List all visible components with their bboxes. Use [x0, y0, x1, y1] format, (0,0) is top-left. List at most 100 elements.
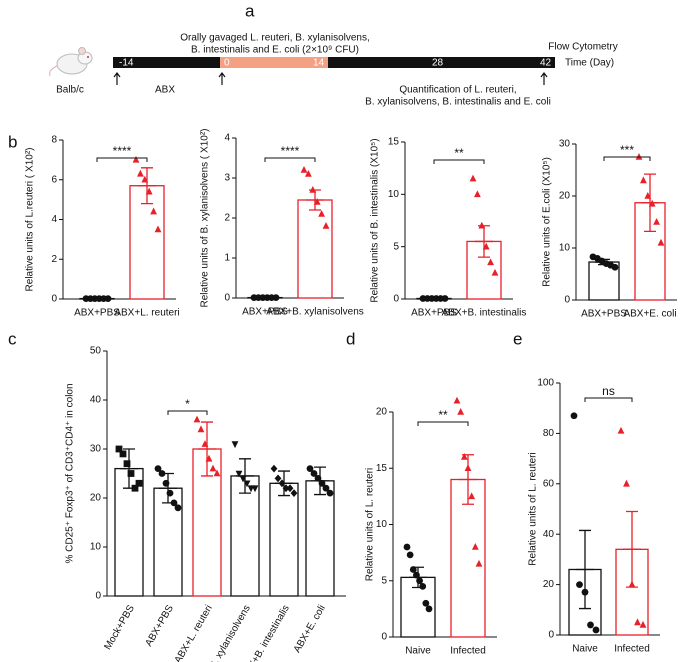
y-tick-label: 4 [51, 214, 57, 225]
time-axis-label: Time (Day) [565, 58, 614, 69]
y-tick-label: 30 [559, 139, 571, 150]
x-tick-label: ABX+PBS [411, 308, 457, 319]
y-tick-label: 4 [224, 133, 230, 144]
data-point [119, 450, 127, 458]
data-point [310, 470, 318, 477]
x-tick-label: ABX+L. reuteri [173, 603, 215, 662]
y-tick-label: 40 [90, 395, 102, 406]
data-point [305, 170, 312, 177]
data-point [115, 445, 123, 453]
x-tick-label: Naive [572, 644, 598, 655]
significance-bracket [167, 410, 208, 415]
y-tick-label: 6 [51, 174, 57, 185]
data-point [318, 210, 325, 217]
data-point [209, 464, 217, 472]
y-axis-label: Relative units of L.reuteri ( X10²) [25, 148, 36, 292]
y-tick-label: 20 [543, 579, 555, 590]
data-point [290, 489, 298, 497]
y-tick-label: 0 [224, 293, 230, 304]
y-tick-label: 8 [51, 135, 57, 146]
y-tick-label: 15 [376, 463, 388, 474]
data-point [441, 295, 449, 302]
data-point [300, 166, 308, 173]
data-point [270, 464, 278, 473]
arrows [113, 72, 548, 85]
y-tick-label: 20 [90, 493, 102, 504]
y-tick-label: 0 [548, 630, 554, 641]
error-bar [306, 189, 324, 211]
y-tick-label: 0 [381, 632, 387, 643]
data-point [464, 464, 472, 472]
y-tick-label: 2 [51, 254, 57, 265]
data-point [322, 222, 330, 229]
data-point [131, 484, 139, 492]
data-point [123, 460, 131, 468]
y-tick-label: 50 [90, 346, 102, 357]
bar [297, 199, 333, 299]
data-point [104, 295, 112, 303]
data-point [154, 225, 162, 233]
strain: Balb/c [56, 85, 84, 96]
significance-bracket [603, 156, 651, 161]
y-tick-label: 30 [90, 444, 102, 455]
data-point [309, 186, 317, 193]
x-tick-label: ABX+PBS [242, 307, 288, 318]
data-point [487, 258, 494, 266]
y-tick-label: 80 [543, 428, 555, 439]
day-label: 14 [313, 58, 325, 69]
day-label: 0 [224, 58, 230, 69]
x-tick-label: Infected [614, 644, 650, 655]
data-point [474, 190, 481, 198]
data-point [154, 465, 162, 472]
error-bar [159, 472, 177, 504]
data-point [272, 294, 280, 301]
data-point [409, 566, 417, 573]
error-bar [198, 421, 216, 477]
data-point [648, 199, 656, 207]
y-tick-label: 1 [224, 253, 230, 264]
significance-label: ** [438, 408, 448, 422]
data-point [197, 425, 205, 433]
y-tick-label: 0 [393, 294, 399, 305]
data-point [576, 581, 583, 588]
data-point [145, 187, 153, 195]
data-point [286, 484, 294, 493]
error-bar [576, 529, 594, 610]
mouse-icon [49, 47, 93, 77]
significance-bracket [96, 157, 148, 162]
error-bar [459, 454, 477, 505]
data-point [278, 479, 286, 488]
gavage-period [220, 57, 328, 68]
gavage-text: B. intestinalis and E. coli (2×10⁹ CFU) [191, 45, 359, 56]
data-point [419, 582, 427, 590]
y-tick-label: 100 [537, 378, 554, 389]
y-tick-label: 20 [376, 407, 388, 418]
data-point [313, 198, 321, 205]
y-axis-label: Relative units of E.coli (X10⁵) [542, 157, 553, 287]
significance-label: *** [620, 143, 634, 157]
data-point [468, 492, 476, 500]
data-point [158, 470, 166, 477]
error-bar [138, 167, 156, 205]
significance-bracket [264, 157, 316, 162]
data-point [403, 543, 411, 551]
y-tick-label: 3 [224, 173, 230, 184]
error-bar [623, 510, 641, 588]
data-point [416, 577, 423, 585]
y-axis-label: Relative units of B. xylanisolvens ( X10… [200, 129, 211, 308]
significance-label: * [185, 397, 190, 411]
bar [269, 482, 299, 597]
data-point [137, 169, 144, 177]
bar [305, 480, 335, 597]
data-point [587, 621, 594, 629]
error-bar [475, 225, 493, 258]
quant-text: B. xylanisolvens, B. intestinalis and E.… [365, 97, 551, 108]
x-tick-label: ABX+PBS [143, 603, 176, 649]
data-point [422, 599, 430, 607]
data-point [635, 153, 643, 160]
significance-bracket [584, 397, 633, 402]
data-point [592, 626, 600, 634]
data-point [274, 474, 282, 483]
data-point [318, 479, 326, 487]
data-point [457, 408, 465, 415]
